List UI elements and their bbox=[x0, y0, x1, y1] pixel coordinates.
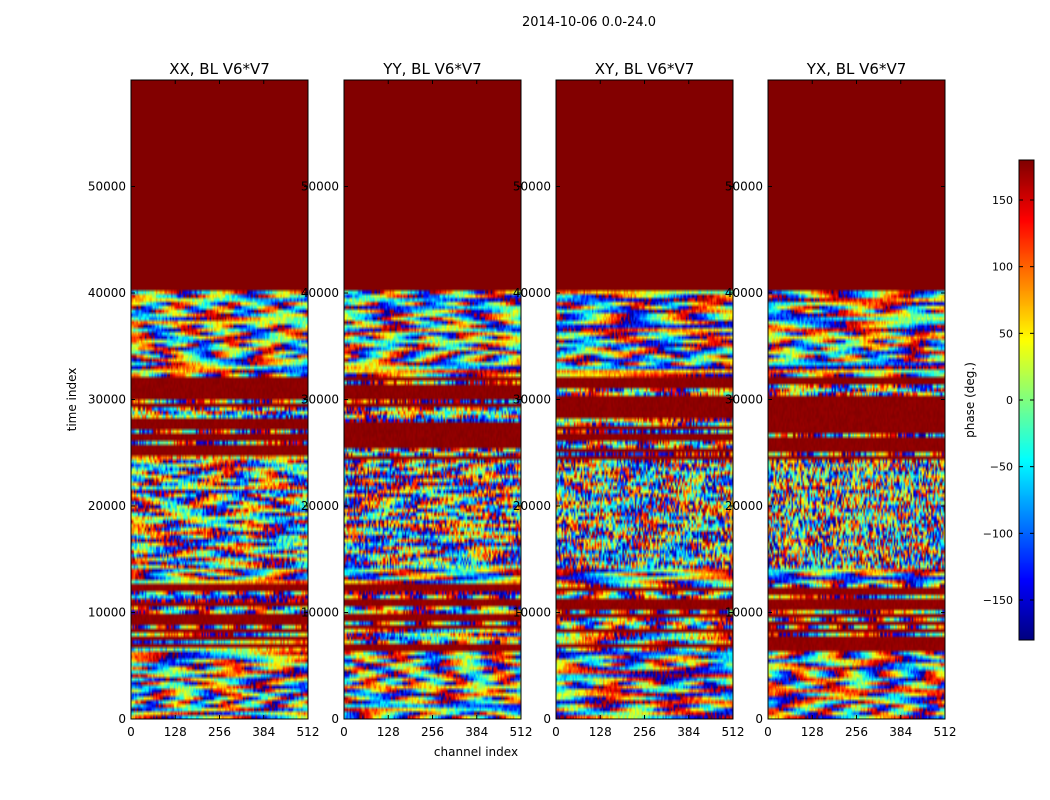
panel-title-3: XY, BL V6*V7 bbox=[595, 60, 695, 78]
y-tick-label: 40000 bbox=[725, 286, 763, 300]
heatmap-panel-2: YY, BL V6*V7 0 128 256 384 512 0 10000 20000 3000… bbox=[301, 60, 533, 759]
x-tick-label: 256 bbox=[845, 725, 868, 739]
y-tick-label: 20000 bbox=[725, 499, 763, 513]
y-tick-label: 20000 bbox=[88, 499, 126, 513]
y-tick-label: 10000 bbox=[88, 606, 126, 620]
heatmap-image-4 bbox=[768, 80, 945, 719]
panel-title-2: YY, BL V6*V7 bbox=[382, 60, 481, 78]
x-tick-label: 0 bbox=[552, 725, 560, 739]
heatmap-panel-3: XY, BL V6*V7 0 128 256 384 512 0 10000 20000 3000… bbox=[513, 60, 745, 739]
heatmap-panel-4: YX, BL V6*V7 0 128 256 384 512 0 10000 20000 3000… bbox=[725, 60, 957, 739]
x-tick-label: 0 bbox=[127, 725, 135, 739]
y-tick-label: 30000 bbox=[725, 393, 763, 407]
x-tick-label: 512 bbox=[297, 725, 320, 739]
figure-suptitle: 2014-10-06 0.0-24.0 bbox=[522, 15, 656, 30]
x-tick-label: 384 bbox=[252, 725, 275, 739]
y-tick-label: 10000 bbox=[725, 606, 763, 620]
colorbar: −150 −100 −50 0 50 100 150 phase (deg.) bbox=[963, 159, 1035, 641]
x-tick-label: 128 bbox=[377, 725, 400, 739]
colorbar-tick-label: −150 bbox=[983, 594, 1013, 607]
y-tick-label: 20000 bbox=[513, 499, 551, 513]
x-tick-label: 512 bbox=[510, 725, 533, 739]
y-tick-label: 30000 bbox=[513, 393, 551, 407]
x-tick-label: 384 bbox=[889, 725, 912, 739]
colorbar-tick-label: −100 bbox=[983, 527, 1013, 540]
x-tick-label: 256 bbox=[208, 725, 231, 739]
x-tick-label: 0 bbox=[764, 725, 772, 739]
y-tick-label: 0 bbox=[755, 712, 763, 726]
y-tick-label: 50000 bbox=[301, 180, 339, 194]
x-tick-label: 256 bbox=[633, 725, 656, 739]
colorbar-tick-label: 50 bbox=[999, 327, 1013, 340]
heatmap-image-2 bbox=[344, 80, 521, 719]
x-tick-label: 128 bbox=[164, 725, 187, 739]
y-tick-label: 50000 bbox=[513, 180, 551, 194]
x-axis-label: channel index bbox=[434, 745, 518, 759]
y-tick-label: 10000 bbox=[301, 606, 339, 620]
x-tick-label: 128 bbox=[801, 725, 824, 739]
heatmap-panel-1: XX, BL V6*V7 0 128 256 384 512 0 10000 20000 3000… bbox=[65, 60, 319, 739]
x-tick-label: 384 bbox=[465, 725, 488, 739]
colorbar-gradient bbox=[1019, 160, 1034, 640]
y-tick-label: 40000 bbox=[513, 286, 551, 300]
y-tick-label: 40000 bbox=[88, 286, 126, 300]
y-tick-label: 50000 bbox=[725, 180, 763, 194]
x-tick-label: 0 bbox=[340, 725, 348, 739]
panel-title-1: XX, BL V6*V7 bbox=[169, 60, 270, 78]
y-axis-label: time index bbox=[65, 368, 79, 432]
heatmap-panels: XX, BL V6*V7 0 128 256 384 512 0 10000 20000 3000… bbox=[65, 60, 956, 759]
x-tick-label: 512 bbox=[722, 725, 745, 739]
y-tick-label: 40000 bbox=[301, 286, 339, 300]
heatmap-image-1 bbox=[131, 80, 308, 719]
y-tick-label: 0 bbox=[543, 712, 551, 726]
colorbar-tick-label: −50 bbox=[990, 461, 1013, 474]
y-tick-label: 20000 bbox=[301, 499, 339, 513]
y-tick-label: 30000 bbox=[88, 393, 126, 407]
panel-title-4: YX, BL V6*V7 bbox=[806, 60, 907, 78]
colorbar-label: phase (deg.) bbox=[963, 362, 977, 438]
x-tick-label: 512 bbox=[934, 725, 957, 739]
heatmap-image-3 bbox=[556, 80, 733, 719]
colorbar-tick-label: 0 bbox=[1006, 394, 1013, 407]
y-tick-label: 0 bbox=[331, 712, 339, 726]
y-tick-label: 0 bbox=[118, 712, 126, 726]
y-tick-label: 50000 bbox=[88, 180, 126, 194]
x-tick-label: 384 bbox=[677, 725, 700, 739]
colorbar-tick-label: 100 bbox=[992, 261, 1013, 274]
colorbar-tick-label: 150 bbox=[992, 194, 1013, 207]
y-tick-label: 30000 bbox=[301, 393, 339, 407]
y-tick-label: 10000 bbox=[513, 606, 551, 620]
x-tick-label: 256 bbox=[421, 725, 444, 739]
x-tick-label: 128 bbox=[589, 725, 612, 739]
